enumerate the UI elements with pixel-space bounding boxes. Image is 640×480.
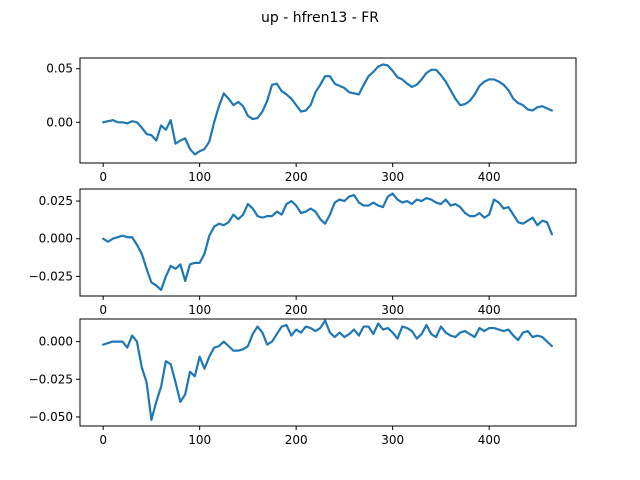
subplot-2: 0 100 200 300 400 −0.025 0.000 0.025 [29, 188, 577, 317]
subplots: 0 100 200 300 400 0.00 0.05 0 100 200 300 400 −0.025… [29, 57, 577, 447]
axes-frame [79, 188, 577, 297]
x-tick-label: 200 [285, 303, 308, 317]
x-tick-label: 100 [188, 170, 211, 184]
x-tick-label: 300 [381, 303, 404, 317]
x-tick-label: 0 [99, 303, 107, 317]
axes-frame [79, 318, 577, 427]
y-tick-label: −0.050 [29, 410, 73, 424]
x-tick-label: 100 [188, 303, 211, 317]
x-tick-label: 400 [478, 170, 501, 184]
x-tick-label: 400 [478, 433, 501, 447]
x-tick-label: 0 [99, 433, 107, 447]
x-tick-label: 200 [285, 433, 308, 447]
x-tick-label: 400 [478, 303, 501, 317]
y-tick-label: 0.000 [39, 232, 73, 246]
subplot-3: 0 100 200 300 400 −0.050 −0.025 0.000 [29, 318, 577, 447]
y-tick-label: 0.025 [39, 194, 73, 208]
axes-frame [79, 57, 577, 164]
series-line-1 [102, 192, 553, 292]
y-tick-label: −0.025 [29, 269, 73, 283]
series-line-1 [102, 319, 553, 422]
figure-title: up - hfren13 - FR [261, 10, 379, 26]
series-line-1 [102, 63, 553, 156]
x-tick-label: 200 [285, 170, 308, 184]
x-tick-label: 0 [99, 170, 107, 184]
x-tick-label: 300 [381, 433, 404, 447]
y-tick-label: 0.05 [46, 62, 73, 76]
y-tick-label: −0.025 [29, 372, 73, 386]
x-tick-label: 300 [381, 170, 404, 184]
y-tick-label: 0.00 [46, 115, 73, 129]
subplot-1: 0 100 200 300 400 0.00 0.05 [46, 57, 577, 184]
y-tick-label: 0.000 [39, 335, 73, 349]
x-tick-label: 100 [188, 433, 211, 447]
